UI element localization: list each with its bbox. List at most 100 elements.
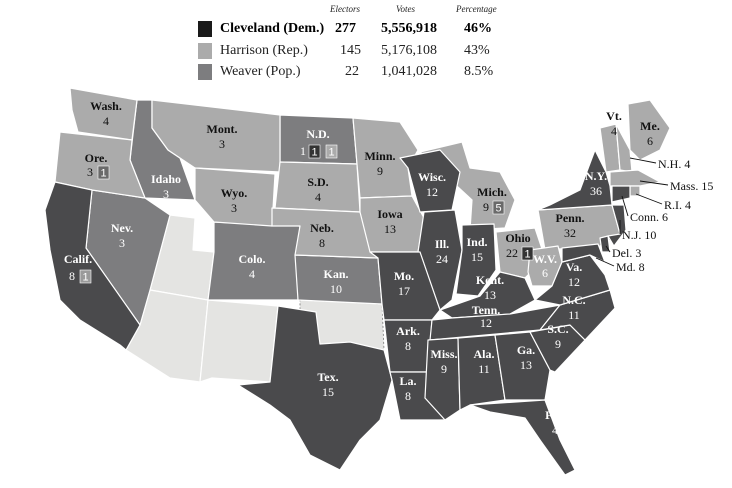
minn-name: Minn.: [364, 149, 395, 163]
kent-name: Kent.: [476, 273, 504, 287]
vt-ev: 4: [611, 124, 617, 138]
tex-ev: 15: [322, 385, 334, 399]
minn-ev: 9: [377, 164, 383, 178]
sc-ev: 9: [555, 337, 561, 351]
conn-leader-line: [621, 195, 629, 217]
conn-label: Conn. 6: [630, 210, 668, 224]
kent-ev: 13: [484, 288, 496, 302]
legend-electors-rep: 145: [340, 43, 361, 58]
legend-swatch-dem: [198, 21, 212, 37]
va-ev: 12: [568, 275, 580, 289]
ind-name: Ind.: [466, 235, 487, 249]
state-florida: [469, 399, 576, 476]
nd-ev: 1: [300, 144, 306, 158]
sd-ev: 4: [315, 190, 321, 204]
ga-name: Ga.: [517, 343, 535, 357]
mich-split-box: [492, 200, 505, 215]
oklahoma-indian-territory: [299, 299, 385, 351]
legend-party-dem: Cleveland (Dem.): [220, 21, 325, 36]
legend-votes-rep: 5,176,108: [381, 43, 437, 58]
nev-name: Nev.: [111, 221, 133, 235]
state-new-york: [537, 149, 613, 211]
state-california: [44, 181, 141, 351]
ark-name: Ark.: [396, 324, 420, 338]
ri-label: R.I. 4: [664, 198, 691, 212]
legend-header-electors: Electors: [330, 4, 360, 14]
fla-ev: 4: [552, 423, 558, 437]
nc-ev: 11: [568, 308, 580, 322]
ore-name: Ore.: [85, 151, 108, 165]
state-montana: [151, 99, 281, 173]
wisc-ev: 12: [426, 185, 438, 199]
idaho-ev: 3: [163, 187, 169, 201]
legend-party-rep: Harrison (Rep.): [220, 43, 308, 58]
penn-name: Penn.: [555, 211, 584, 225]
mont-name: Mont.: [207, 122, 238, 136]
colo-ev: 4: [249, 267, 255, 281]
state-wyoming: [194, 167, 276, 227]
nd-split-dem: 1: [311, 147, 317, 159]
legend-row-weaver: Weaver (Pop.) 22 1,041,028 8.5%: [198, 63, 518, 83]
me-name: Me.: [640, 119, 660, 133]
nh-label: N.H. 4: [658, 157, 690, 171]
miss-ev: 9: [441, 362, 447, 376]
calif-name: Calif.: [64, 252, 92, 266]
state-washington: [69, 87, 138, 141]
legend-row-cleveland: Cleveland (Dem.) 277 5,556,918 46%: [198, 20, 518, 40]
tenn-ev: 12: [480, 316, 492, 330]
state-connecticut: [611, 185, 631, 203]
tex-name: Tex.: [317, 370, 338, 384]
legend-swatch-pop: [198, 64, 212, 80]
ohio-name: Ohio: [505, 231, 530, 245]
ill-ev: 24: [436, 252, 448, 266]
kan-ev: 10: [330, 282, 342, 296]
wash-name: Wash.: [90, 99, 122, 113]
state-georgia: [494, 331, 551, 401]
state-virginia: [534, 254, 611, 306]
ohio-ev: 22: [506, 246, 518, 260]
nev-ev: 3: [119, 236, 125, 250]
calif-split: 1: [82, 272, 88, 284]
sc-name: S.C.: [547, 322, 568, 336]
ny-ev: 36: [590, 184, 602, 198]
ri-leader-line: [635, 193, 663, 205]
mich-ev: 9: [483, 200, 489, 214]
legend-header-percentage: Percentage: [456, 4, 497, 14]
mass-leader-line: [639, 180, 669, 186]
mich-name: Mich.: [477, 185, 507, 199]
ark-ev: 8: [405, 339, 411, 353]
la-name: La.: [399, 374, 416, 388]
mass-label: Mass. 15: [670, 179, 713, 193]
kan-name: Kan.: [323, 267, 348, 281]
neb-ev: 8: [319, 236, 325, 250]
legend: Electors Votes Percentage Cleveland (Dem…: [0, 0, 732, 88]
colo-name: Colo.: [239, 252, 266, 266]
wyo-name: Wyo.: [221, 186, 248, 200]
wv-name: W.V.: [533, 252, 557, 266]
mont-ev: 3: [219, 137, 225, 151]
ore-split: 1: [100, 168, 106, 180]
del-label: Del. 3: [612, 246, 641, 260]
legend-row-harrison: Harrison (Rep.) 145 5,176,108 43%: [198, 42, 518, 62]
me-ev: 6: [647, 134, 653, 148]
idaho-name: Idaho: [151, 172, 181, 186]
iowa-name: Iowa: [377, 207, 402, 221]
md-leader-line: [595, 257, 615, 267]
calif-split-box: [79, 269, 92, 284]
legend-votes-pop: 1,041,028: [381, 64, 437, 79]
ohio-split: 1: [524, 249, 530, 261]
nd-split-rep: 1: [328, 147, 334, 159]
state-texas: [237, 305, 393, 471]
state-mississippi: [424, 337, 461, 421]
ore-ev: 3: [87, 165, 93, 179]
calif-ev: 8: [69, 269, 75, 283]
state-minnesota: [352, 117, 419, 199]
tenn-name: Tenn.: [472, 303, 501, 317]
penn-ev: 32: [564, 226, 576, 240]
mo-ev: 17: [398, 284, 410, 298]
vt-name: Vt.: [606, 109, 622, 123]
legend-electors-pop: 22: [345, 64, 359, 79]
state-massachusetts: [609, 169, 661, 187]
ala-ev: 11: [478, 362, 490, 376]
mich-split: 5: [495, 203, 501, 215]
